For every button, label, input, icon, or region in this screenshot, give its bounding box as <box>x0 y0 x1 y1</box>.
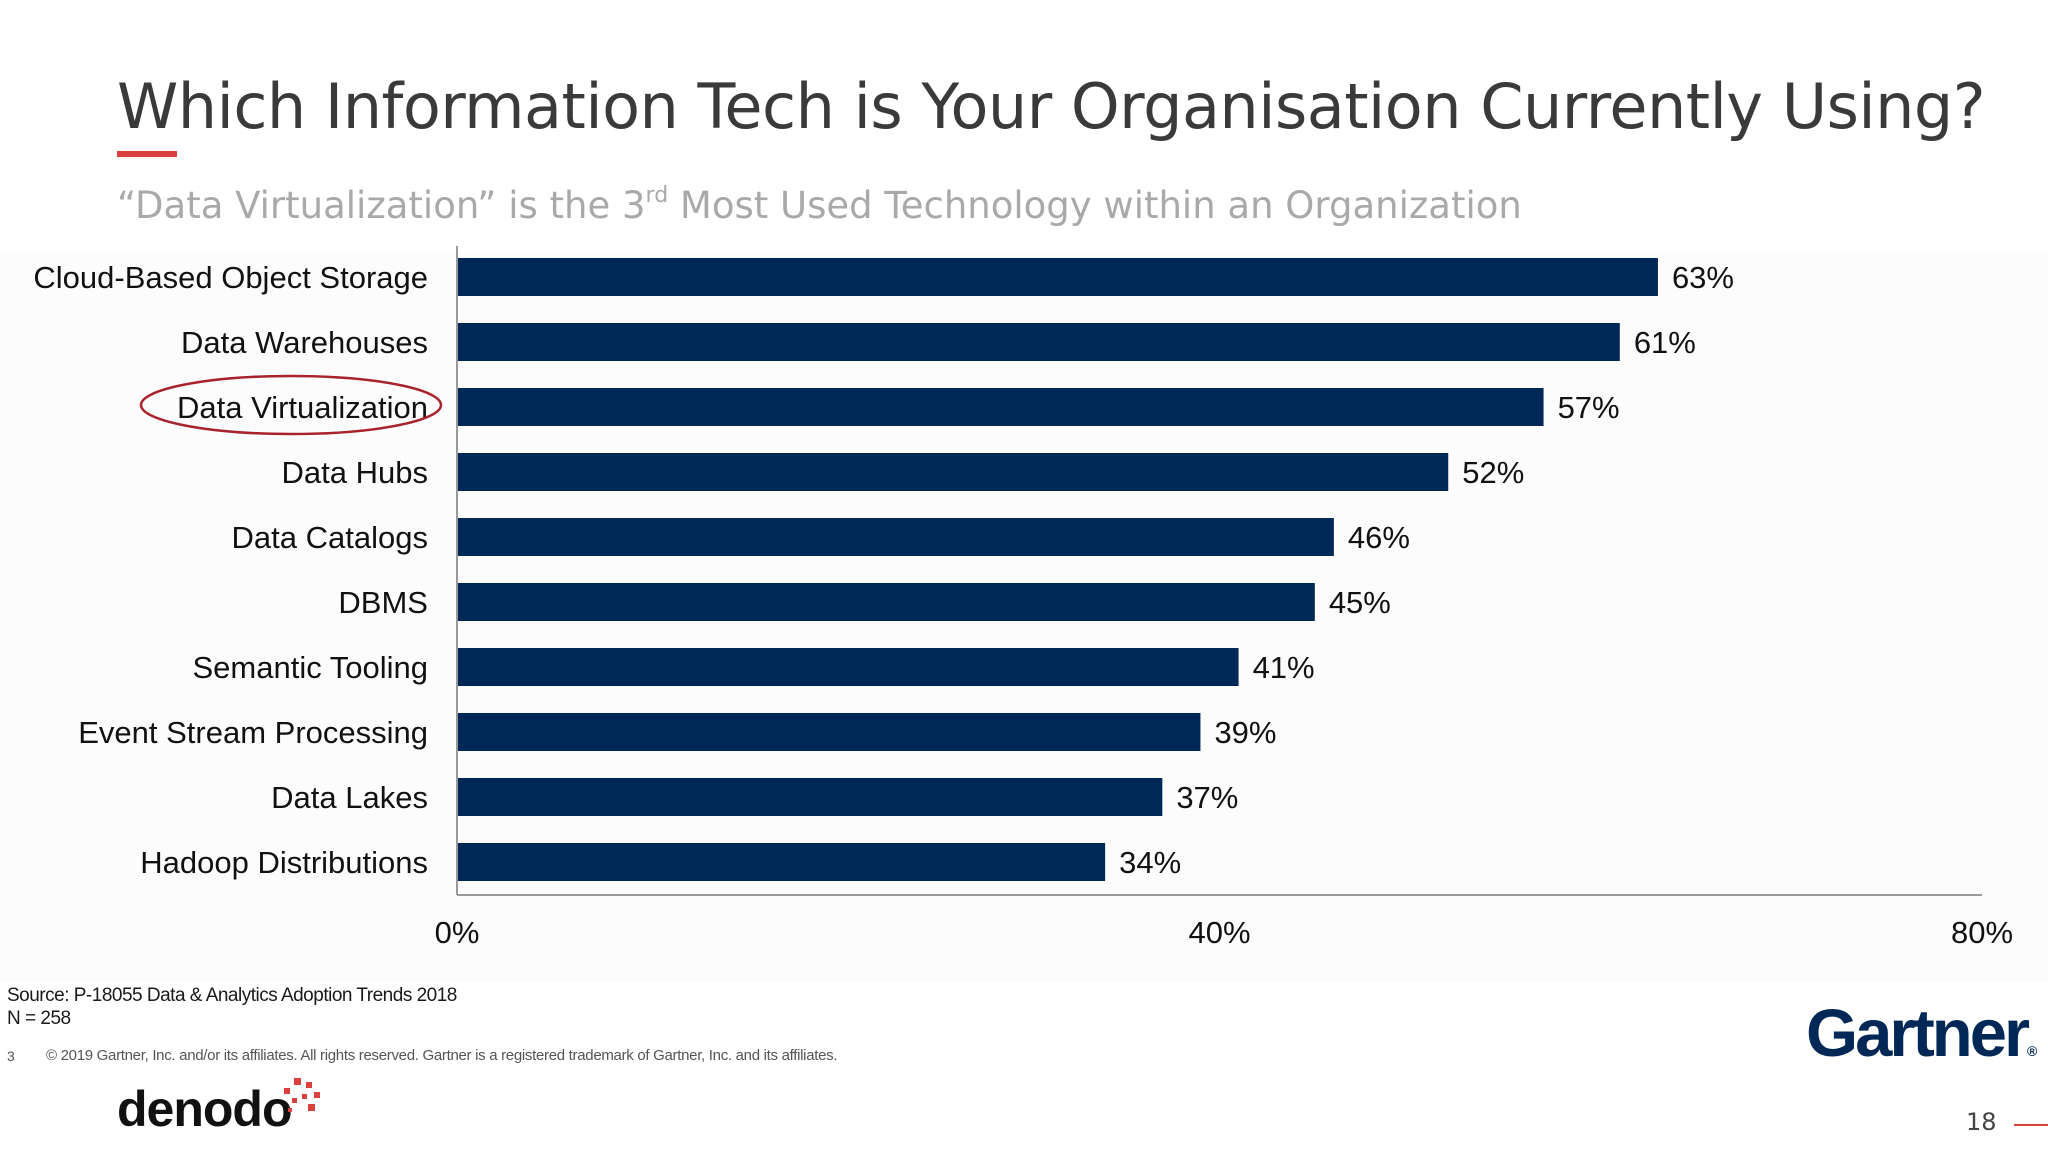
value-labels-layer: 63% 61% 57% 52% 46% 45% 41% 39% 37% 34% <box>1119 260 1734 880</box>
category-label-cloud-based-object-storage: Cloud-Based Object Storage <box>33 260 428 295</box>
title-accent-underline <box>117 151 177 157</box>
bar-data-catalogs <box>457 518 1334 556</box>
category-label-data-catalogs: Data Catalogs <box>232 520 428 555</box>
category-label-data-warehouses: Data Warehouses <box>181 325 428 360</box>
value-label-dbms: 45% <box>1329 585 1391 620</box>
bars-layer <box>457 258 1658 881</box>
bar-data-warehouses <box>457 323 1620 361</box>
slide-subtitle: “Data Virtualization” is the 3rd Most Us… <box>117 184 1522 227</box>
denodo-logo-dots-icon <box>284 1078 320 1112</box>
value-label-hadoop-distributions: 34% <box>1119 845 1181 880</box>
value-label-data-lakes: 37% <box>1176 780 1238 815</box>
value-label-data-catalogs: 46% <box>1348 520 1410 555</box>
value-label-event-stream-processing: 39% <box>1214 715 1276 750</box>
subtitle-text-end: Most Used Technology within an Organizat… <box>668 184 1522 227</box>
gartner-registered-mark: ® <box>2027 1043 2038 1059</box>
sample-size-note: N = 258 <box>7 1008 71 1029</box>
subtitle-text-start: “Data Virtualization” is the 3 <box>117 184 646 227</box>
category-labels-layer: Cloud-Based Object Storage Data Warehouse… <box>33 260 443 880</box>
source-note: Source: P-18055 Data & Analytics Adoptio… <box>7 985 457 1006</box>
denodo-logo: denodo <box>117 1081 293 1137</box>
page-number: 18 <box>1966 1108 1997 1136</box>
slide-title: Which Information Tech is Your Organisat… <box>117 70 1986 143</box>
value-label-cloud-based-object-storage: 63% <box>1672 260 1734 295</box>
category-label-dbms: DBMS <box>338 585 428 620</box>
x-tick-label-0: 0% <box>435 915 480 950</box>
category-label-data-virtualization: Data Virtualization <box>177 390 428 425</box>
category-label-event-stream-processing: Event Stream Processing <box>78 715 428 750</box>
value-label-semantic-tooling: 41% <box>1253 650 1315 685</box>
copyright-note: © 2019 Gartner, Inc. and/or its affiliat… <box>46 1047 838 1064</box>
x-tick-labels-layer: 0% 40% 80% <box>435 915 2013 950</box>
bar-dbms <box>457 583 1315 621</box>
gartner-logo: Gartner® <box>1806 995 2037 1072</box>
bar-data-hubs <box>457 453 1449 491</box>
bar-semantic-tooling <box>457 648 1239 686</box>
x-tick-label-80: 80% <box>1951 915 2013 950</box>
axes-layer <box>456 246 1982 896</box>
gartner-slide-number: 3 <box>7 1048 15 1064</box>
x-tick-label-40: 40% <box>1188 915 1250 950</box>
bar-cloud-based-object-storage <box>457 258 1658 296</box>
category-label-hadoop-distributions: Hadoop Distributions <box>140 845 428 880</box>
category-label-data-hubs: Data Hubs <box>282 455 428 490</box>
value-label-data-hubs: 52% <box>1462 455 1524 490</box>
page-number-rule <box>2014 1124 2048 1126</box>
bar-data-lakes <box>457 778 1163 816</box>
category-label-semantic-tooling: Semantic Tooling <box>192 650 428 685</box>
bar-hadoop-distributions <box>457 843 1106 881</box>
value-label-data-virtualization: 57% <box>1558 390 1620 425</box>
value-label-data-warehouses: 61% <box>1634 325 1696 360</box>
bar-data-virtualization <box>457 388 1544 426</box>
subtitle-ordinal-suffix: rd <box>645 183 669 208</box>
highlight-ellipse-data-virtualization <box>139 374 443 436</box>
category-label-data-lakes: Data Lakes <box>271 780 428 815</box>
bar-event-stream-processing <box>457 713 1201 751</box>
gartner-logo-text: Gartner <box>1806 996 2030 1071</box>
